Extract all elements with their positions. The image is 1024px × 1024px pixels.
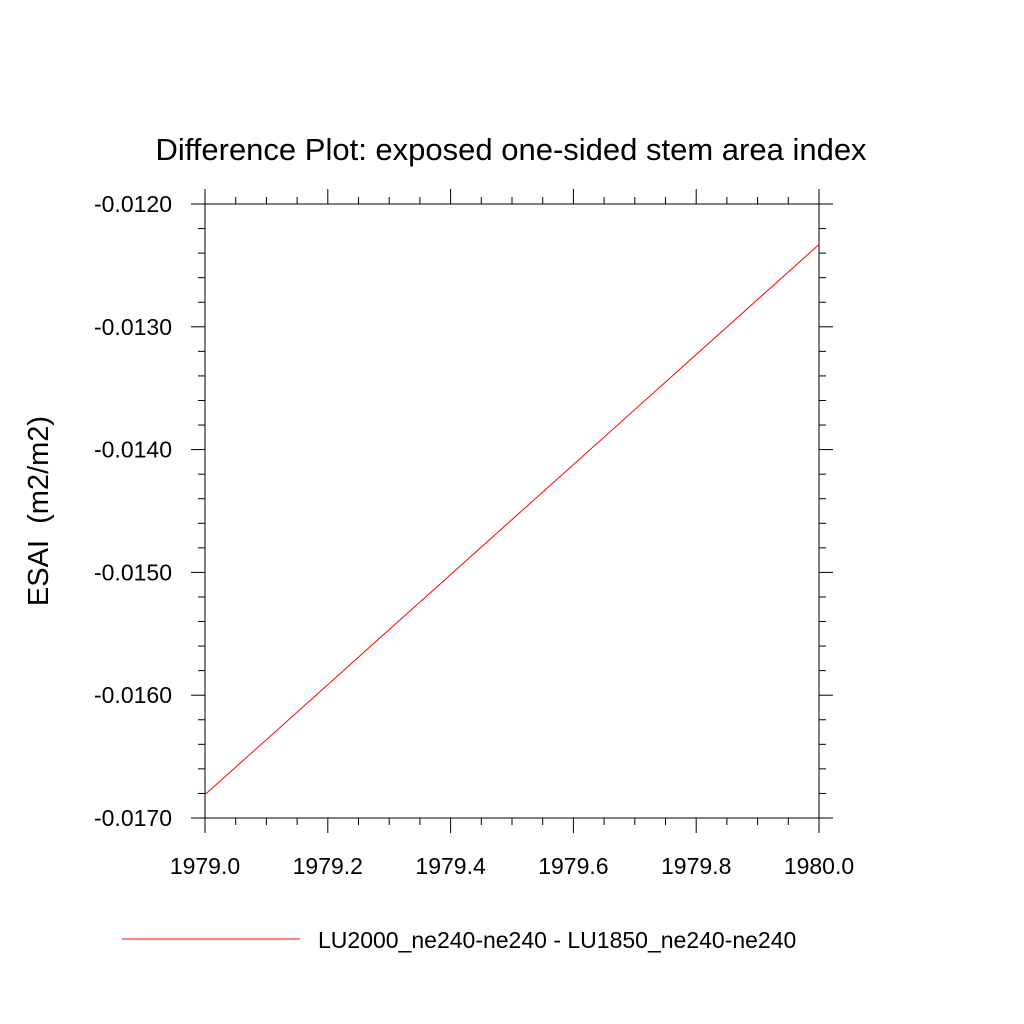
y-tick-label: -0.0140 <box>94 437 172 463</box>
x-tick-label: 1979.8 <box>661 853 731 879</box>
y-tick-label: -0.0160 <box>94 682 172 708</box>
x-tick-label: 1979.2 <box>293 853 363 879</box>
y-axis-label: ESAI (m2/m2) <box>23 416 55 606</box>
x-tick-label: 1979.6 <box>538 853 608 879</box>
y-tick-label: -0.0130 <box>94 314 172 340</box>
y-tick-label: -0.0150 <box>94 559 172 585</box>
legend-label: LU2000_ne240-ne240 - LU1850_ne240-ne240 <box>318 927 796 953</box>
chart-title: Difference Plot: exposed one-sided stem … <box>155 132 867 167</box>
minor-ticks <box>198 197 826 825</box>
plot-frame <box>204 203 820 819</box>
x-tick-label: 1980.0 <box>784 853 854 879</box>
y-tick-label: -0.0170 <box>94 805 172 831</box>
major-ticks <box>191 189 833 833</box>
y-tick-labels: -0.0170 -0.0160 -0.0150 -0.0140 -0.0130 -0.01… <box>94 191 172 831</box>
legend: LU2000_ne240-ne240 - LU1850_ne240-ne240 <box>122 927 796 953</box>
x-tick-labels: 1979.0 1979.2 1979.4 1979.6 1979.8 1980.0 <box>170 853 854 879</box>
x-tick-label: 1979.0 <box>170 853 240 879</box>
x-tick-label: 1979.4 <box>415 853 486 879</box>
series-line <box>204 244 820 796</box>
series-layer <box>204 244 820 796</box>
y-tick-label: -0.0120 <box>94 191 172 217</box>
